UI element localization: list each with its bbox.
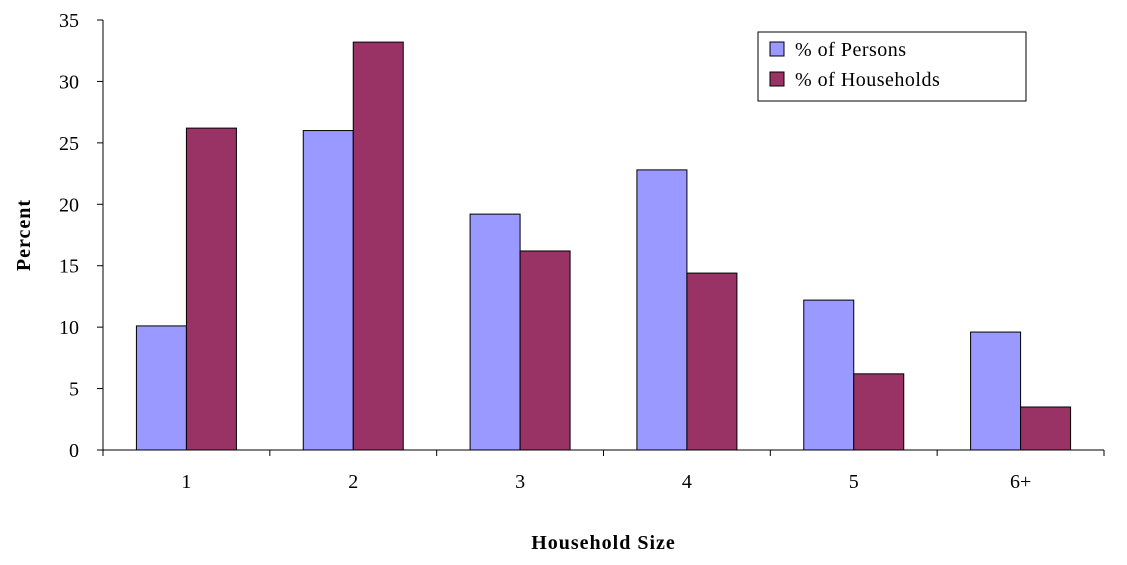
legend-swatch-households [769, 71, 785, 87]
bar-households-5 [853, 373, 905, 451]
bar-households-2 [352, 41, 404, 451]
x-tick-label: 4 [682, 471, 692, 493]
legend-label-persons: % of Persons [795, 39, 907, 61]
x-axis-ticks: 1 2 3 4 5 6+ [102, 450, 1105, 493]
legend-label-households: % of Households [795, 69, 940, 91]
x-tick-label: 3 [515, 471, 525, 493]
y-tick-label: 25 [59, 133, 79, 155]
bar-persons-2 [302, 130, 354, 451]
y-tick-label: 5 [69, 379, 79, 401]
y-tick-label: 35 [59, 10, 79, 32]
legend-swatch-persons [769, 41, 785, 57]
bars [135, 41, 1072, 451]
bar-persons-1 [135, 325, 187, 451]
y-tick-label: 10 [59, 317, 79, 339]
y-tick-label: 15 [59, 256, 79, 278]
bar-households-4 [686, 272, 738, 451]
y-tick-label: 20 [59, 194, 79, 216]
bar-households-1 [185, 127, 237, 451]
y-tick-label: 30 [59, 71, 79, 93]
legend-box [757, 31, 1027, 102]
bar-persons-3 [469, 213, 521, 451]
bar-households-3 [519, 250, 571, 451]
x-axis-title: Household Size [531, 532, 676, 554]
x-tick-label: 6+ [1010, 471, 1031, 493]
legend: % of Persons % of Households [757, 31, 1027, 102]
y-tick-label: 0 [69, 440, 79, 462]
y-axis-ticks: 0 5 10 15 20 25 30 35 [59, 10, 103, 462]
bar-households-6+ [1020, 406, 1072, 451]
x-tick-label: 2 [348, 471, 358, 493]
y-axis-title: Percent [13, 199, 35, 271]
bar-persons-5 [803, 299, 855, 451]
bar-persons-4 [636, 169, 688, 451]
x-tick-label: 1 [181, 471, 191, 493]
x-tick-label: 5 [849, 471, 859, 493]
bar-persons-6+ [970, 331, 1022, 451]
